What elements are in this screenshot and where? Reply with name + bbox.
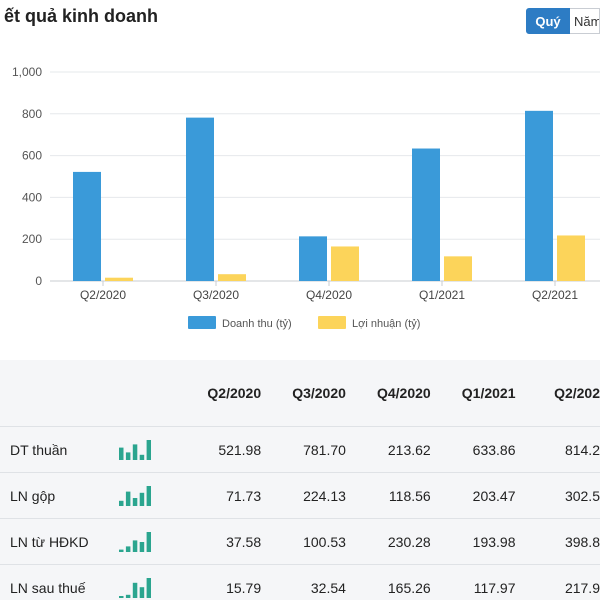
table-cell: 781.70 — [261, 427, 346, 473]
period-toggle: Quý Năm — [526, 8, 600, 34]
y-tick-label: 800 — [22, 107, 42, 121]
column-header: Q4/2020 — [346, 360, 431, 427]
table-cell: 203.47 — [431, 473, 516, 519]
sparkline-bar — [133, 498, 138, 506]
column-header: Q2/202 — [515, 360, 600, 427]
legend-revenue-swatch[interactable] — [188, 316, 216, 329]
legend-revenue-label[interactable]: Doanh thu (tỷ) — [222, 318, 292, 330]
sparkline-icon[interactable] — [117, 519, 176, 565]
profit-bar[interactable] — [557, 235, 585, 281]
profit-bar[interactable] — [105, 278, 133, 281]
revenue-bar[interactable] — [525, 111, 553, 281]
table-cell: 100.53 — [261, 519, 346, 565]
table-row: LN sau thuế 15.79 32.54 165.26 117.97 21… — [0, 565, 600, 610]
business-results-chart: 0 200 400 600 800 1,000 Q2/2020 Q3/2020 Q4/2020 Q… — [0, 56, 600, 346]
table-cell: 224.13 — [261, 473, 346, 519]
table-cell: 37.58 — [176, 519, 261, 565]
sparkline-bar — [147, 440, 151, 460]
table-cell: 193.98 — [431, 519, 516, 565]
y-tick-label: 200 — [22, 232, 42, 246]
year-tab[interactable]: Năm — [570, 8, 600, 34]
table-cell: 814.2 — [515, 427, 600, 473]
results-table: Q2/2020 Q3/2020 Q4/2020 Q1/2021 Q2/202 D… — [0, 360, 600, 610]
x-tick-label: Q3/2020 — [193, 288, 239, 302]
table-cell: 398.8 — [515, 519, 600, 565]
sparkline-bar — [133, 540, 138, 552]
table-cell: 165.26 — [346, 565, 431, 610]
y-tick-label: 1,000 — [12, 65, 42, 79]
y-tick-label: 400 — [22, 190, 42, 204]
x-tick-label: Q2/2021 — [532, 288, 578, 302]
sparkline-bar — [133, 582, 138, 597]
x-tick-label: Q2/2020 — [80, 288, 126, 302]
sparkline-bar — [147, 486, 151, 506]
sparkline-bar — [140, 587, 145, 598]
sparkline-bar — [140, 542, 145, 552]
sparkline-bar — [119, 596, 124, 598]
sparkline-bar — [126, 546, 130, 552]
sparkline-icon[interactable] — [117, 427, 176, 473]
table-cell: 15.79 — [176, 565, 261, 610]
table-cell: 71.73 — [176, 473, 261, 519]
sparkline-bar — [119, 500, 124, 505]
sparkline-bar — [140, 492, 145, 505]
profit-bar[interactable] — [218, 274, 246, 281]
column-header: Q2/2020 — [176, 360, 261, 427]
header-empty — [0, 360, 117, 427]
x-tick-label: Q4/2020 — [306, 288, 352, 302]
table-cell: 118.56 — [346, 473, 431, 519]
sparkline-bar — [126, 594, 130, 597]
table-cell: 521.98 — [176, 427, 261, 473]
header-spark-empty — [117, 360, 176, 427]
row-label: LN gộp — [0, 473, 117, 519]
column-header: Q1/2021 — [431, 360, 516, 427]
table-row: LN gộp 71.73 224.13 118.56 203.47 302.5 — [0, 473, 600, 519]
sparkline-bar — [147, 578, 151, 598]
table-row: DT thuần 521.98 781.70 213.62 633.86 814… — [0, 427, 600, 473]
revenue-bar[interactable] — [412, 149, 440, 281]
table-cell: 230.28 — [346, 519, 431, 565]
table-cell: 633.86 — [431, 427, 516, 473]
sparkline-bar — [119, 447, 124, 459]
table-cell: 217.9 — [515, 565, 600, 610]
sparkline-bar — [147, 532, 151, 552]
sparkline-bar — [126, 452, 130, 460]
legend-profit-swatch[interactable] — [318, 316, 346, 329]
sparkline-icon[interactable] — [117, 473, 176, 519]
sparkline-bar — [133, 444, 138, 460]
row-label: LN từ HĐKD — [0, 519, 117, 565]
x-tick-label: Q1/2021 — [419, 288, 465, 302]
y-tick-label: 0 — [35, 274, 42, 288]
profit-bar[interactable] — [331, 246, 359, 281]
results-table-panel: Q2/2020 Q3/2020 Q4/2020 Q1/2021 Q2/202 D… — [0, 360, 600, 600]
table-row: LN từ HĐKD 37.58 100.53 230.28 193.98 39… — [0, 519, 600, 565]
sparkline-icon[interactable] — [117, 565, 176, 610]
revenue-bar[interactable] — [299, 236, 327, 281]
sparkline-bar — [126, 491, 130, 505]
sparkline-bar — [119, 549, 124, 551]
profit-bar[interactable] — [444, 256, 472, 281]
y-tick-label: 600 — [22, 149, 42, 163]
section-title: ết quả kinh doanh — [4, 6, 158, 27]
table-cell: 32.54 — [261, 565, 346, 610]
sparkline-bar — [140, 454, 145, 459]
table-cell: 213.62 — [346, 427, 431, 473]
table-cell: 117.97 — [431, 565, 516, 610]
table-cell: 302.5 — [515, 473, 600, 519]
revenue-bar[interactable] — [186, 118, 214, 281]
legend-profit-label[interactable]: Lợi nhuận (tỷ) — [352, 318, 420, 330]
row-label: DT thuần — [0, 427, 117, 473]
table-header-row: Q2/2020 Q3/2020 Q4/2020 Q1/2021 Q2/202 — [0, 360, 600, 427]
revenue-bar[interactable] — [73, 172, 101, 281]
quarter-tab[interactable]: Quý — [526, 8, 570, 34]
row-label: LN sau thuế — [0, 565, 117, 610]
column-header: Q3/2020 — [261, 360, 346, 427]
